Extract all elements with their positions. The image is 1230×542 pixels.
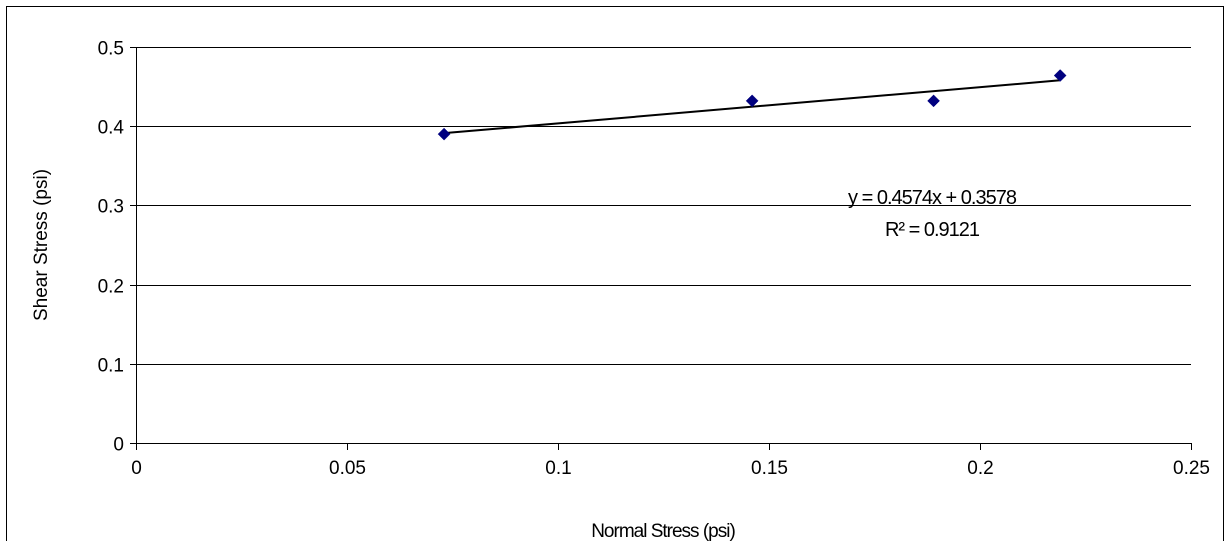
y-tick-label-1: 0.1 (98, 356, 124, 377)
axes: 0 0.1 0.2 0.3 0.4 0.5 0 0.05 0.1 0.15 0.2 0.25 (98, 39, 1210, 480)
x-tick-label-1: 0.05 (329, 458, 366, 479)
y-tick-label-2: 0.2 (98, 277, 124, 298)
data-points (437, 69, 1067, 141)
trendline-equation: y = 0.4574x + 0.3578 (848, 187, 1017, 209)
y-tick-label-0: 0 (113, 435, 124, 456)
x-tick-label-3: 0.15 (751, 458, 788, 479)
x-tick-label-2: 0.1 (545, 458, 571, 479)
data-point-0-1 (745, 94, 759, 108)
y-tick-label-4: 0.4 (98, 118, 125, 139)
labels: y = 0.4574x + 0.3578 R² = 0.9121 Normal … (31, 169, 1018, 542)
y-axis-label: Shear Stress (psi) (31, 169, 52, 321)
x-tick-label-4: 0.2 (967, 458, 993, 479)
x-axis-label: Normal Stress (psi) (591, 521, 735, 542)
data-point-0-2 (927, 94, 940, 108)
data-point-0-3 (1053, 69, 1067, 82)
y-tick-label-5: 0.5 (98, 39, 124, 60)
x-tick-label-0: 0 (131, 458, 142, 479)
data-point-0-0 (437, 127, 451, 141)
trendline-r-squared: R² = 0.9121 (885, 219, 980, 241)
chart-frame: 0 0.1 0.2 0.3 0.4 0.5 0 0.05 0.1 0.15 0.2 0.25 y = … (6, 6, 1224, 542)
y-tick-label-3: 0.3 (98, 197, 124, 218)
scatter-chart: 0 0.1 0.2 0.3 0.4 0.5 0 0.05 0.1 0.15 0.2 0.25 y = … (31, 39, 1210, 542)
gridlines (136, 47, 1191, 365)
x-tick-label-5: 0.25 (1173, 458, 1210, 479)
